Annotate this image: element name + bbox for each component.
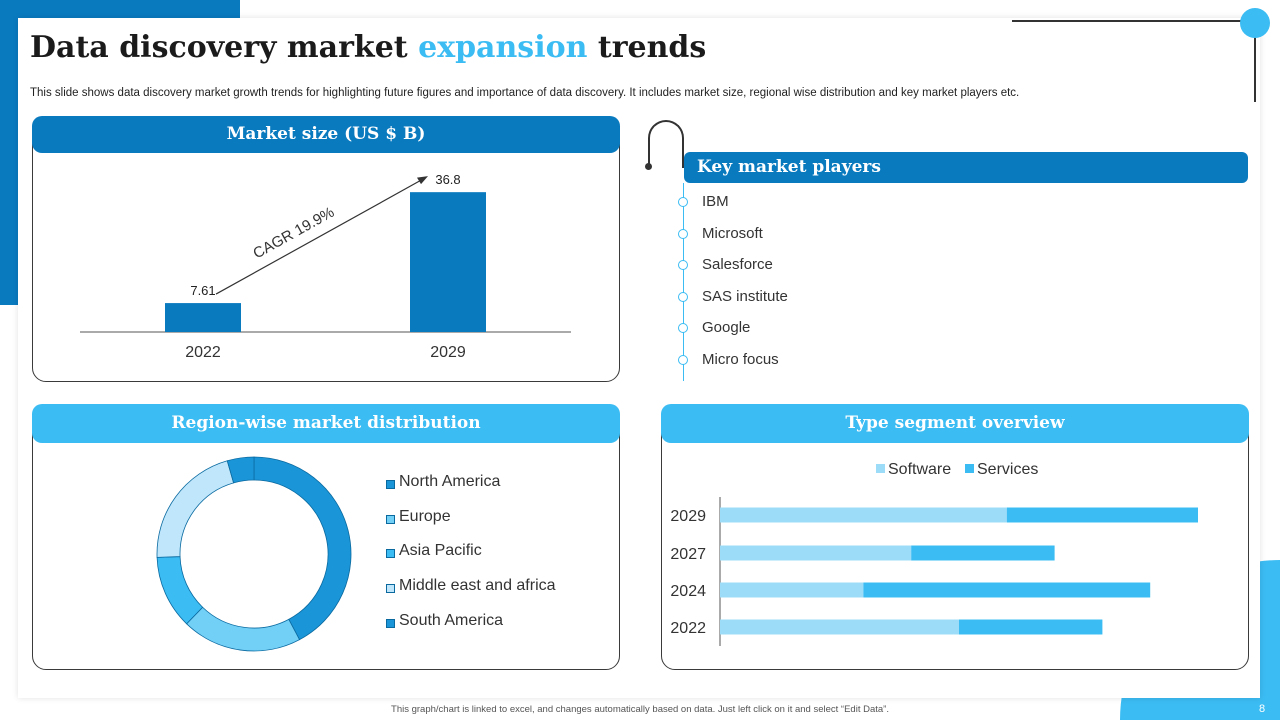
legend-item: South America xyxy=(386,612,556,647)
player-label: Google xyxy=(702,319,751,337)
region-panel[interactable] xyxy=(32,410,620,670)
legend-label: Europe xyxy=(399,507,451,525)
player-label: Micro focus xyxy=(702,350,779,368)
legend-swatch xyxy=(386,584,395,594)
bar-software-2024 xyxy=(720,582,864,598)
legend-swatch xyxy=(386,549,395,559)
legend-label: Services xyxy=(977,461,1038,478)
timeline-node xyxy=(678,260,688,271)
list-item: Salesforce xyxy=(678,253,788,285)
bar-2022 xyxy=(165,303,241,332)
bar-software-2027 xyxy=(720,545,912,561)
legend-swatch xyxy=(876,464,885,473)
bar-services-2024 xyxy=(863,582,1151,598)
bar-services-2022 xyxy=(959,619,1103,635)
decor-dot xyxy=(1240,8,1270,38)
x-tick-label: 2022 xyxy=(185,344,221,361)
player-label: Microsoft xyxy=(702,224,763,242)
donut-slice xyxy=(186,606,301,652)
list-item: SAS institute xyxy=(678,285,788,317)
list-item: Google xyxy=(678,316,788,348)
legend-label: South America xyxy=(399,611,504,629)
type-segment-heading: Type segment overview xyxy=(661,404,1249,443)
decor-hook xyxy=(648,120,684,168)
x-tick-label: 2029 xyxy=(430,344,466,361)
legend-swatch xyxy=(386,514,395,524)
donut-slice xyxy=(156,460,235,558)
legend-item: Asia Pacific xyxy=(386,542,556,577)
timeline-line xyxy=(683,183,684,381)
legend-swatch xyxy=(386,618,395,628)
decor-line xyxy=(1254,20,1256,102)
list-item: Micro focus xyxy=(678,348,788,380)
page-number: 8 xyxy=(1259,703,1266,715)
legend-label: Software xyxy=(888,461,951,478)
key-players-heading: Key market players xyxy=(684,152,1248,183)
legend-label: Middle east and africa xyxy=(399,577,556,595)
list-item: Microsoft xyxy=(678,222,788,254)
cagr-label: CAGR 19.9% xyxy=(250,204,337,263)
donut-slice xyxy=(226,456,255,484)
data-label: 36.8 xyxy=(435,172,460,187)
bar-2029 xyxy=(410,192,486,332)
legend-item: North America xyxy=(386,473,556,508)
y-tick-label: 2029 xyxy=(670,508,706,525)
player-label: IBM xyxy=(702,193,729,210)
timeline-node xyxy=(678,323,688,334)
region-legend: North America Europe Asia Pacific Middle… xyxy=(386,473,556,646)
y-tick-label: 2024 xyxy=(670,583,706,600)
legend-swatch xyxy=(386,480,395,489)
legend-swatch xyxy=(965,464,974,473)
timeline-node xyxy=(678,228,688,239)
bar-software-2029 xyxy=(720,507,1007,523)
title-accent: expansion xyxy=(418,30,588,65)
bar-software-2022 xyxy=(720,619,959,635)
key-players-list: IBM Microsoft Salesforce SAS institute G… xyxy=(678,190,788,380)
title-end: trends xyxy=(597,30,707,65)
bar-services-2029 xyxy=(1006,507,1198,523)
page-title: Data discovery market expansion trends xyxy=(30,30,706,65)
player-label: Salesforce xyxy=(702,256,773,274)
player-label: SAS institute xyxy=(702,287,788,305)
timeline-node xyxy=(678,197,688,207)
cagr-arrow xyxy=(215,179,423,295)
data-label: 7.61 xyxy=(190,283,215,298)
title-main: Data discovery market xyxy=(30,30,408,65)
region-heading: Region-wise market distribution xyxy=(32,404,620,443)
timeline-node xyxy=(678,291,688,302)
legend-item: Middle east and africa xyxy=(386,577,556,612)
bar-services-2027 xyxy=(911,545,1055,561)
cagr-arrowhead xyxy=(417,176,428,185)
y-tick-label: 2027 xyxy=(670,546,706,563)
donut-slice xyxy=(156,556,204,625)
y-tick-label: 2022 xyxy=(670,620,706,637)
timeline-node xyxy=(678,354,688,365)
market-size-panel[interactable] xyxy=(32,120,620,382)
list-item: IBM xyxy=(678,190,788,222)
footer-note: This graph/chart is linked to excel, and… xyxy=(391,704,889,715)
legend-item: Europe xyxy=(386,508,556,543)
legend-label: North America xyxy=(399,473,501,490)
market-size-heading: Market size (US $ B) xyxy=(32,116,620,153)
decor-dot xyxy=(645,163,652,170)
legend-label: Asia Pacific xyxy=(399,542,482,560)
decor-line xyxy=(1012,20,1256,22)
donut-slice xyxy=(253,456,352,641)
page-subtitle: This slide shows data discovery market g… xyxy=(30,87,1020,99)
